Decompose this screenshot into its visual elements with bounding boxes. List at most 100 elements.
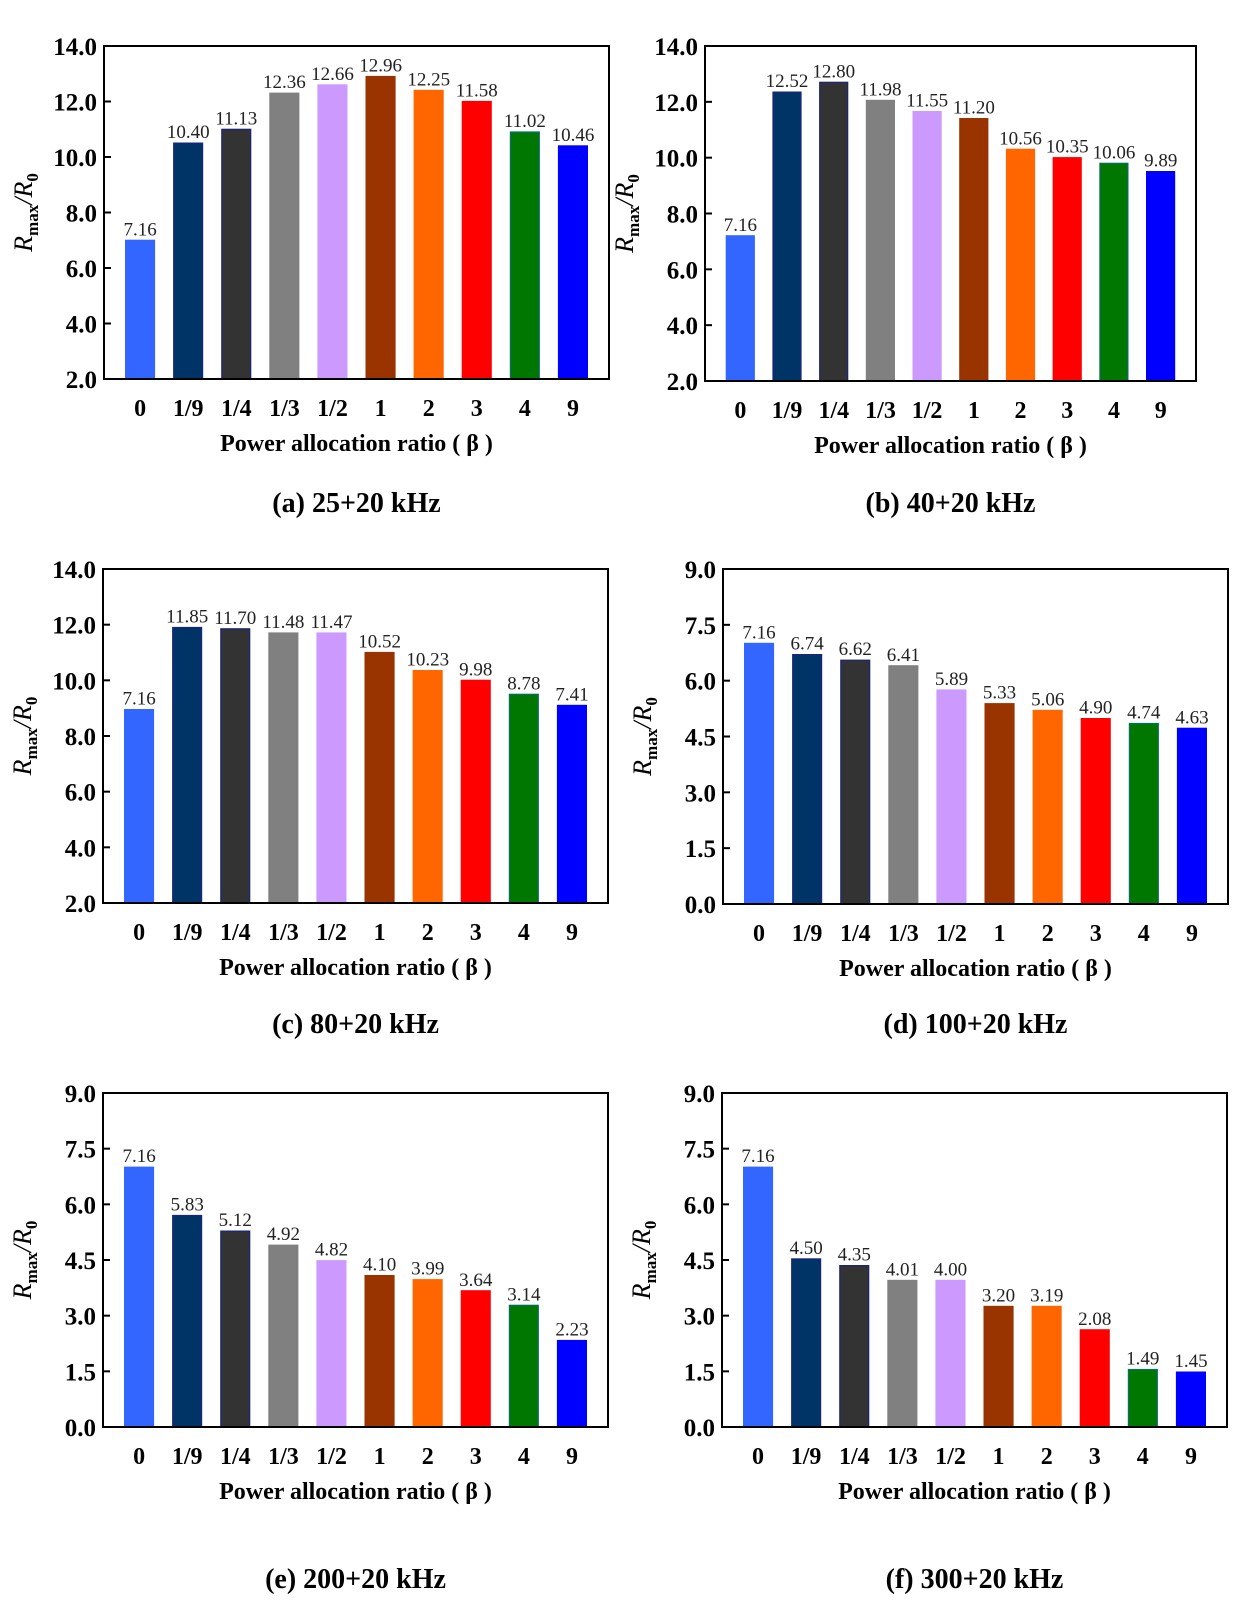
data-label-d-8: 4.74 — [1127, 703, 1161, 724]
y-tick-label-e-5: 7.5 — [65, 1137, 96, 1164]
data-label-d-1: 6.74 — [790, 634, 824, 655]
data-label-e-7: 3.64 — [459, 1270, 493, 1291]
bar-d-2 — [840, 659, 871, 905]
bar-d-6 — [1032, 709, 1063, 905]
y-axis-label-b: Rmax/R0 — [610, 174, 643, 254]
x-tick-label-f-3: 1/3 — [887, 1444, 918, 1470]
x-tick-label-b-3: 1/3 — [865, 398, 896, 424]
y-tick-label-d-1: 1.5 — [685, 836, 716, 863]
bar-c-2 — [220, 628, 251, 904]
bar-d-8 — [1128, 722, 1159, 905]
y-axis-label-a: Rmax/R0 — [9, 173, 42, 253]
chart-panel-f: 7.164.50 4.354.01 4.003.20 3.192.081.49 1.45… — [627, 1081, 1228, 1595]
x-tick-label-e-2: 1/4 — [220, 1444, 251, 1470]
y-tick-label-a-0: 2.0 — [66, 367, 97, 394]
bar-c-1 — [172, 626, 203, 904]
x-tick-label-e-1: 1/9 — [172, 1444, 203, 1470]
y-axis-label-d: Rmax/R0 — [628, 697, 661, 777]
bar-e-4 — [316, 1260, 347, 1428]
x-tick-label-e-6: 2 — [422, 1444, 434, 1470]
bar-a-8 — [509, 131, 540, 380]
y-tick-label-f-2: 3.0 — [684, 1304, 715, 1331]
data-label-e-9: 2.23 — [555, 1320, 588, 1341]
bar-b-8 — [1099, 162, 1129, 382]
y-tick-label-b-1: 4.0 — [667, 313, 698, 340]
bar-b-0 — [725, 235, 755, 382]
x-tick-label-f-1: 1/9 — [791, 1444, 822, 1470]
data-label-b-1: 12.52 — [766, 71, 809, 92]
x-tick-label-e-7: 3 — [470, 1444, 482, 1470]
x-tick-label-f-8: 4 — [1137, 1444, 1149, 1470]
y-label-subscript-2: 0 — [22, 1221, 41, 1230]
bar-a-6 — [413, 89, 444, 380]
y-tick-label-c-2: 6.0 — [65, 780, 96, 807]
y-label-subscript-2: 0 — [641, 1221, 660, 1230]
x-tick-label-f-0: 0 — [752, 1444, 764, 1470]
data-label-d-4: 5.89 — [935, 669, 968, 690]
bar-a-7 — [461, 100, 492, 380]
x-tick-label-e-3: 1/3 — [268, 1444, 299, 1470]
x-tick-label-a-6: 2 — [423, 396, 435, 422]
x-tick-label-a-2: 1/4 — [221, 396, 252, 422]
data-label-e-2: 5.12 — [219, 1210, 252, 1231]
bar-d-3 — [888, 665, 919, 905]
x-tick-label-d-5: 1 — [994, 921, 1006, 947]
x-tick-label-a-5: 1 — [375, 396, 387, 422]
x-tick-label-e-0: 0 — [133, 1444, 145, 1470]
bar-f-5 — [983, 1305, 1014, 1428]
data-label-c-8: 8.78 — [507, 673, 540, 694]
y-tick-label-f-6: 9.0 — [684, 1081, 715, 1108]
x-tick-label-b-4: 1/2 — [912, 398, 943, 424]
y-tick-label-b-6: 14.0 — [654, 34, 698, 61]
data-label-b-8: 10.06 — [1093, 142, 1136, 163]
bar-f-4 — [935, 1279, 966, 1428]
bar-c-6 — [412, 669, 443, 904]
x-axis-label-f: Power allocation ratio ( β ) — [838, 1479, 1111, 1505]
bar-f-8 — [1127, 1368, 1158, 1428]
y-tick-label-a-2: 6.0 — [66, 256, 97, 283]
y-tick-label-a-3: 8.0 — [66, 201, 97, 228]
x-tick-label-c-1: 1/9 — [172, 920, 203, 946]
y-tick-label-e-6: 9.0 — [65, 1081, 96, 1108]
y-label-subscript-2: 0 — [23, 173, 42, 182]
x-tick-label-a-1: 1/9 — [173, 396, 204, 422]
bar-f-3 — [887, 1279, 918, 1428]
x-tick-label-e-8: 4 — [518, 1444, 530, 1470]
data-label-f-3: 4.01 — [886, 1259, 919, 1280]
y-tick-label-d-3: 4.5 — [685, 725, 716, 752]
y-tick-label-a-6: 14.0 — [53, 34, 97, 61]
y-tick-label-f-0: 0.0 — [684, 1415, 715, 1442]
data-label-c-6: 10.23 — [406, 650, 449, 671]
x-tick-label-a-9: 9 — [567, 396, 579, 422]
y-tick-label-a-4: 10.0 — [53, 145, 97, 172]
y-tick-label-c-3: 8.0 — [65, 724, 96, 751]
chart-panel-d: 7.16 6.74 6.62 6.41 5.89 5.33 5.06 4.90 4.74 4.63… — [628, 557, 1229, 1040]
data-label-d-2: 6.62 — [839, 639, 872, 660]
x-tick-label-c-4: 1/2 — [316, 920, 347, 946]
data-label-e-4: 4.82 — [315, 1240, 348, 1261]
bar-b-1 — [772, 91, 802, 382]
x-tick-label-d-9: 9 — [1186, 921, 1198, 947]
panel-caption-d: (d) 100+20 kHz — [884, 1009, 1068, 1040]
bar-e-7 — [460, 1290, 491, 1428]
data-label-f-5: 3.20 — [982, 1285, 1015, 1306]
data-label-f-0: 7.16 — [741, 1146, 774, 1167]
x-tick-label-e-4: 1/2 — [316, 1444, 347, 1470]
data-label-a-5: 12.96 — [359, 56, 402, 77]
bar-b-9 — [1145, 171, 1176, 382]
data-label-d-6: 5.06 — [1031, 689, 1064, 710]
data-label-f-2: 4.35 — [838, 1245, 871, 1266]
x-tick-label-f-4: 1/2 — [935, 1444, 966, 1470]
data-label-b-6: 10.56 — [999, 128, 1042, 149]
data-label-a-4: 12.66 — [311, 64, 354, 85]
data-label-d-0: 7.16 — [742, 622, 775, 643]
data-label-c-7: 9.98 — [459, 659, 492, 680]
x-tick-label-b-7: 3 — [1061, 398, 1073, 424]
data-label-c-5: 10.52 — [358, 632, 401, 653]
y-tick-label-c-4: 10.0 — [52, 668, 96, 695]
y-tick-label-c-1: 4.0 — [65, 835, 96, 862]
panel-caption-f: (f) 300+20 kHz — [886, 1564, 1064, 1595]
data-label-c-3: 11.48 — [262, 612, 304, 633]
panel-caption-e: (e) 200+20 kHz — [265, 1564, 446, 1595]
